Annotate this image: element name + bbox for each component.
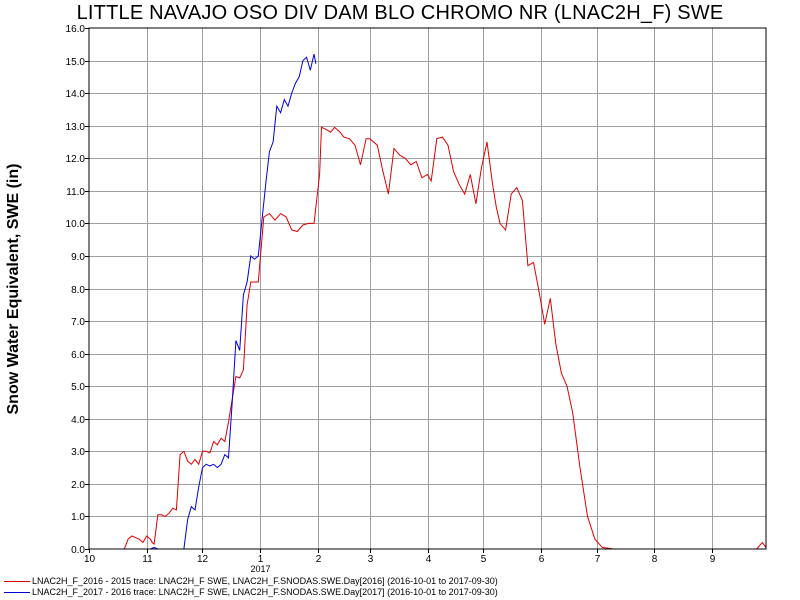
ticks-layer: 0.01.02.03.04.05.06.07.08.09.010.011.012… — [66, 24, 716, 574]
plot-frame — [88, 27, 767, 550]
y-tick-label: 5.0 — [71, 382, 85, 393]
y-tick-label: 10.0 — [66, 219, 86, 230]
x-tick-label: 12 — [197, 554, 209, 565]
x-tick-label: 5 — [481, 554, 487, 565]
x-tick-label: 4 — [426, 554, 432, 565]
y-tick-label: 1.0 — [71, 512, 85, 523]
y-tick-label: 16.0 — [66, 24, 86, 35]
x-year-label: 2017 — [250, 564, 270, 574]
y-tick-label: 11.0 — [66, 187, 85, 198]
y-tick-label: 14.0 — [66, 89, 86, 100]
x-tick-label: 3 — [368, 554, 374, 565]
y-tick-label: 6.0 — [71, 350, 85, 361]
x-tick-label: 6 — [539, 554, 545, 565]
x-tick-label: 2 — [316, 554, 322, 565]
x-tick-label: 9 — [710, 554, 716, 565]
legend-swatch-2016 — [4, 580, 30, 582]
y-tick-label: 12.0 — [66, 154, 86, 165]
chart-title: LITTLE NAVAJO OSO DIV DAM BLO CHROMO NR … — [76, 2, 724, 24]
y-tick-label: 7.0 — [71, 317, 85, 328]
grid-layer — [89, 28, 766, 549]
x-tick-label: 8 — [652, 554, 658, 565]
x-tick-label: 7 — [595, 554, 601, 565]
x-tick-label: 10 — [84, 554, 96, 565]
y-tick-label: 2.0 — [71, 480, 85, 491]
y-tick-label: 8.0 — [71, 285, 85, 296]
x-tick-label: 1 — [258, 554, 264, 565]
legend-label-2016: LNAC2H_F_2016 - 2015 trace: LNAC2H_F SWE… — [32, 576, 498, 586]
y-tick-label: 9.0 — [71, 252, 85, 263]
series-line-1 — [150, 53, 317, 550]
y-tick-label: 3.0 — [71, 447, 85, 458]
series-layer — [123, 53, 767, 550]
y-tick-label: 4.0 — [71, 415, 85, 426]
legend-label-2017: LNAC2H_F_2017 - 2016 trace: LNAC2H_F SWE… — [32, 587, 498, 597]
x-tick-label: 11 — [142, 554, 153, 565]
y-tick-label: 0.0 — [71, 545, 85, 556]
legend-swatch-2017 — [4, 591, 30, 593]
legend-entry-2017: LNAC2H_F_2017 - 2016 trace: LNAC2H_F SWE… — [4, 587, 498, 597]
y-tick-label: 15.0 — [66, 57, 86, 68]
legend-entry-2016: LNAC2H_F_2016 - 2015 trace: LNAC2H_F SWE… — [4, 576, 498, 586]
y-tick-label: 13.0 — [66, 122, 86, 133]
series-line-0 — [123, 126, 767, 550]
